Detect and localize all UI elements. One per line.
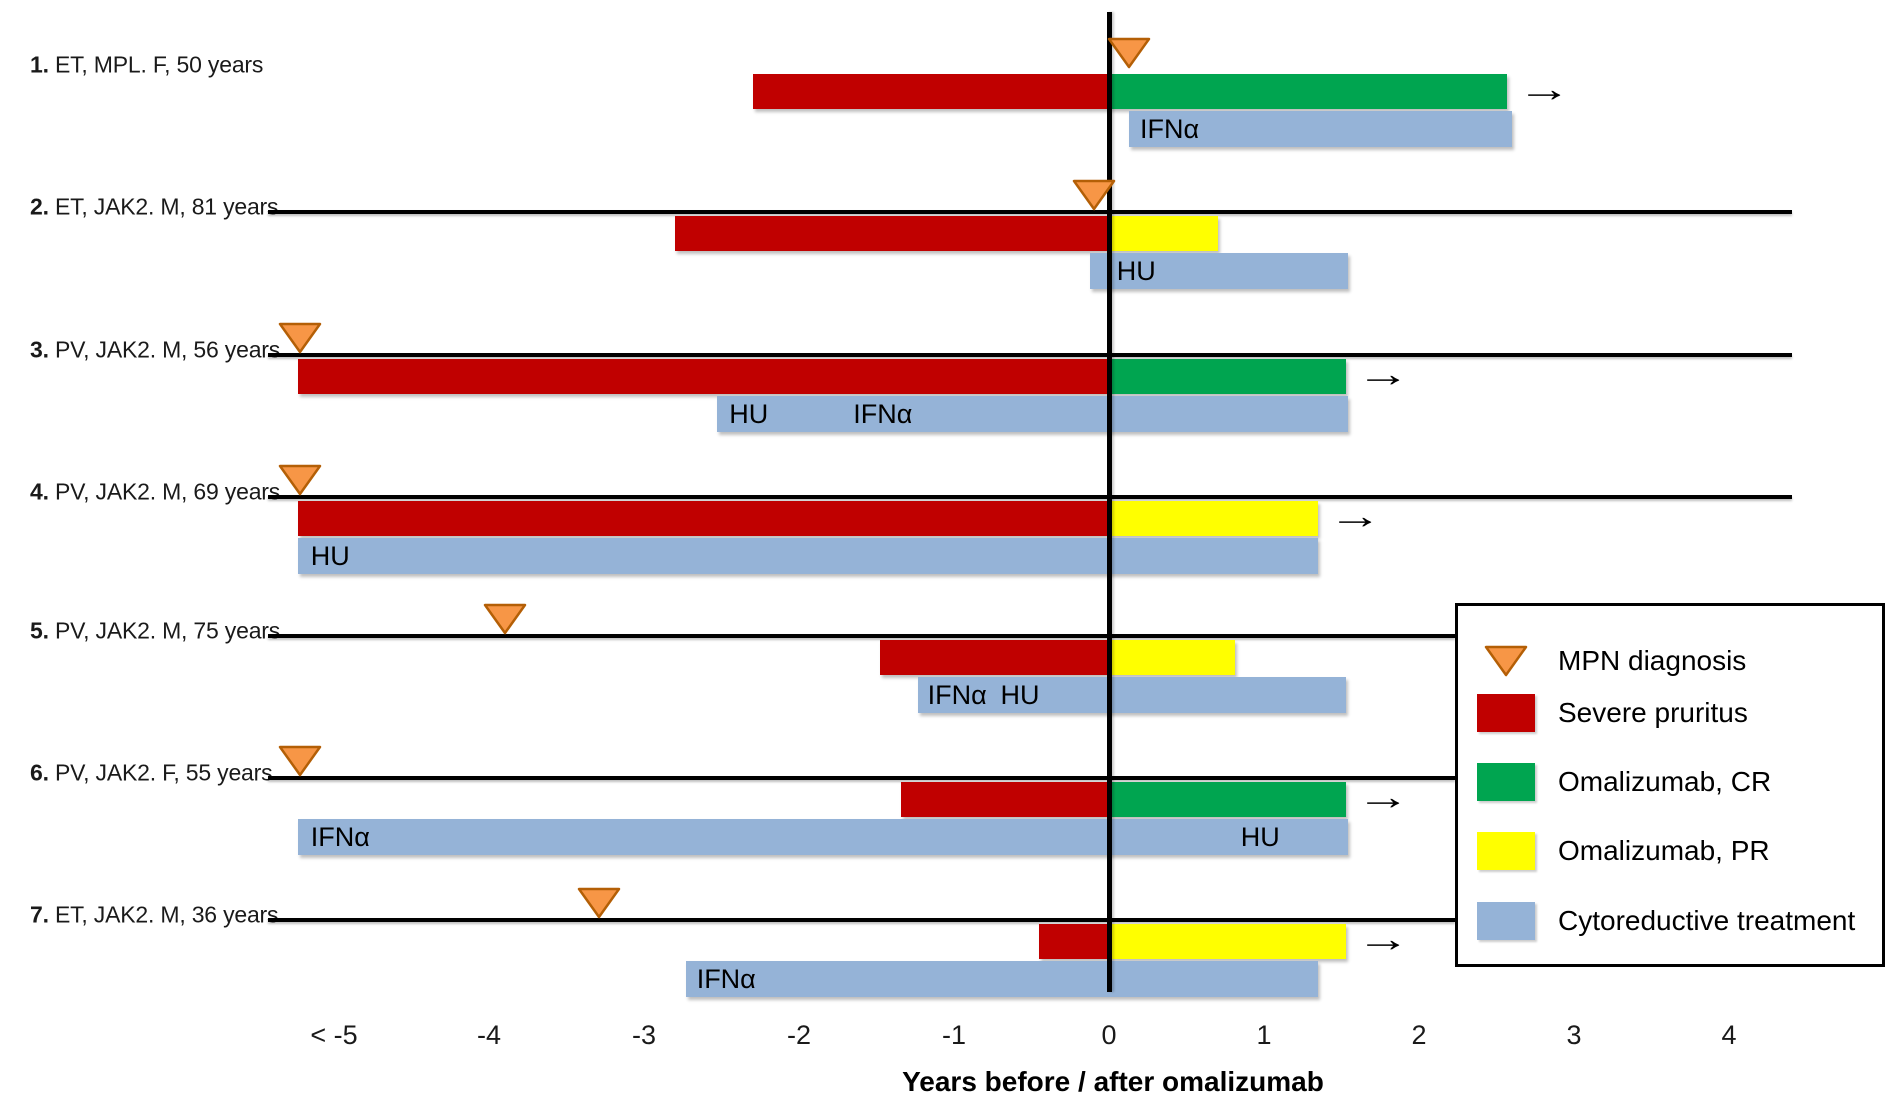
patient-label: 3. PV, JAK2. M, 56 years [30,337,280,364]
x-tick-label: -4 [476,1020,502,1050]
drug-label: IFNα [1140,114,1200,144]
omalizumab-pr-bar [1109,501,1319,536]
drug-label: HU [1000,680,1040,710]
time-zero-axis-line [1107,12,1112,992]
patient-number: 1. [30,51,55,78]
patient-number: 4. [30,478,55,505]
patient-description: ET, JAK2. M, 81 years [54,193,279,220]
patient-label: 7. ET, JAK2. M, 36 years [30,901,279,929]
omalizumab-cr-bar [1109,74,1508,109]
patient-label: 5. PV, JAK2. M, 75 years [30,618,280,645]
patient-description: PV, JAK2. M, 69 years [54,478,281,505]
x-tick-label: 0 [1101,1020,1117,1050]
x-tick-label: 1 [1256,1020,1272,1050]
legend-omalizumab_pr-swatch [1477,832,1535,870]
patient-number: 2. [30,193,55,220]
ongoing-treatment-arrow: → [1356,918,1411,959]
mpn-diagnosis-marker [483,603,526,635]
severe-pruritus-bar [675,216,1109,251]
legend-label: Cytoreductive treatment [1558,905,1856,936]
patient-timeline-line [268,495,1792,499]
patient-description: ET, MPL. F, 50 years [54,51,264,78]
drug-label: HU [1116,256,1156,286]
patient-description: ET, JAK2. M, 36 years [54,901,279,928]
patient-label: 4. PV, JAK2. M, 69 years [30,479,280,506]
x-tick-label: 4 [1721,1020,1737,1050]
drug-label: IFNα [853,399,913,429]
severe-pruritus-bar [298,501,1109,536]
omalizumab-cr-bar [1109,782,1347,817]
x-tick-label: -1 [941,1020,967,1050]
mpn-diagnosis-marker [278,322,322,354]
x-tick-label: -2 [786,1020,812,1050]
patient-timeline-line [268,634,1455,638]
mpn-diagnosis-marker [278,464,322,496]
omalizumab-pr-bar [1109,640,1235,675]
mpn-diagnosis-marker [577,887,621,919]
legend-cytoreductive-swatch [1477,902,1535,940]
severe-pruritus-bar [752,74,1109,109]
patient-label: 2. ET, JAK2. M, 81 years [30,193,279,221]
patient-timeline-line [268,776,1455,780]
severe-pruritus-bar [1039,924,1109,959]
legend-label: Omalizumab, PR [1558,835,1770,866]
mpn-diagnosis-marker [1107,37,1151,69]
patient-description: PV, JAK2. M, 56 years [54,336,281,363]
legend-label: MPN diagnosis [1558,645,1747,676]
ongoing-treatment-arrow: → [1356,353,1411,394]
x-tick-label: 2 [1411,1020,1427,1050]
patient-number: 7. [30,901,55,928]
legend-mpn-diagnosis-icon [1484,645,1528,677]
patient-label: 1. ET, MPL. F, 50 years [30,52,263,79]
patient-timeline-line [268,918,1455,922]
legend-pruritus-swatch [1477,694,1535,732]
cytoreductive-treatment-bar [918,677,1347,713]
omalizumab-cr-bar [1109,359,1347,394]
mpn-diagnosis-marker [1072,179,1115,211]
x-tick-label: < -5 [310,1020,358,1050]
legend-omalizumab_cr-swatch [1477,763,1535,801]
cytoreductive-treatment-bar [1090,253,1348,289]
cytoreductive-treatment-bar [298,819,1348,855]
mpn-diagnosis-marker [278,745,322,777]
drug-label: HU [310,541,350,571]
ongoing-treatment-arrow: → [1356,776,1411,817]
patient-label: 6. PV, JAK2. F, 55 years [30,759,273,787]
patient-timeline-line [268,353,1792,357]
patient-timeline-line [268,210,1792,214]
patient-number: 3. [30,336,55,363]
drug-label: HU [729,399,769,429]
patient-number: 5. [30,617,55,644]
omalizumab-pr-bar [1109,216,1218,251]
severe-pruritus-bar [879,640,1109,675]
legend-label: Severe pruritus [1558,697,1748,728]
cytoreductive-treatment-bar [716,396,1348,432]
severe-pruritus-bar [901,782,1109,817]
x-axis-title: Years before / after omalizumab [902,1066,1324,1097]
cytoreductive-treatment-bar [685,961,1319,997]
drug-label: IFNα [310,822,370,852]
patient-description: PV, JAK2. F, 55 years [54,759,273,786]
severe-pruritus-bar [298,359,1109,394]
drug-label: IFNα [696,964,756,994]
cytoreductive-treatment-bar [298,538,1319,574]
drug-label: IFNα [927,680,987,710]
omalizumab-pr-bar [1109,924,1347,959]
legend-label: Omalizumab, CR [1558,766,1772,797]
patient-number: 6. [30,759,55,786]
cytoreductive-treatment-bar [1129,111,1512,147]
ongoing-treatment-arrow: → [1517,68,1572,109]
x-tick-label: 3 [1566,1020,1582,1050]
drug-label: HU [1240,822,1280,852]
ongoing-treatment-arrow: → [1328,495,1383,536]
x-tick-label: -3 [631,1020,657,1050]
patient-description: PV, JAK2. M, 75 years [54,617,281,644]
